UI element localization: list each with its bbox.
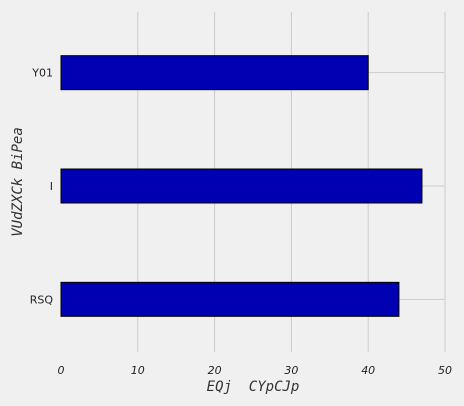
y-tick-label: I	[50, 180, 53, 193]
x-tick-label: 10	[131, 364, 145, 377]
bar-i	[60, 168, 423, 204]
tick-labels: 0 10 20 30 40 50 Y01 I RSQ	[30, 67, 452, 377]
bar-y01	[60, 55, 369, 91]
y-tick-label: Y01	[31, 67, 53, 80]
y-tick-label: RSQ	[30, 293, 54, 306]
x-tick-label: 50	[438, 364, 452, 377]
bar-rsq	[60, 281, 400, 317]
x-tick-label: 20	[208, 364, 222, 377]
y-axis-label: VUdZXCk BiPea	[10, 127, 26, 237]
x-tick-label: 0	[58, 364, 65, 377]
x-tick-label: 30	[284, 364, 298, 377]
bars	[60, 55, 423, 317]
x-axis-label: EQj CYpCJp	[207, 379, 300, 395]
x-tick-label: 40	[361, 364, 375, 377]
